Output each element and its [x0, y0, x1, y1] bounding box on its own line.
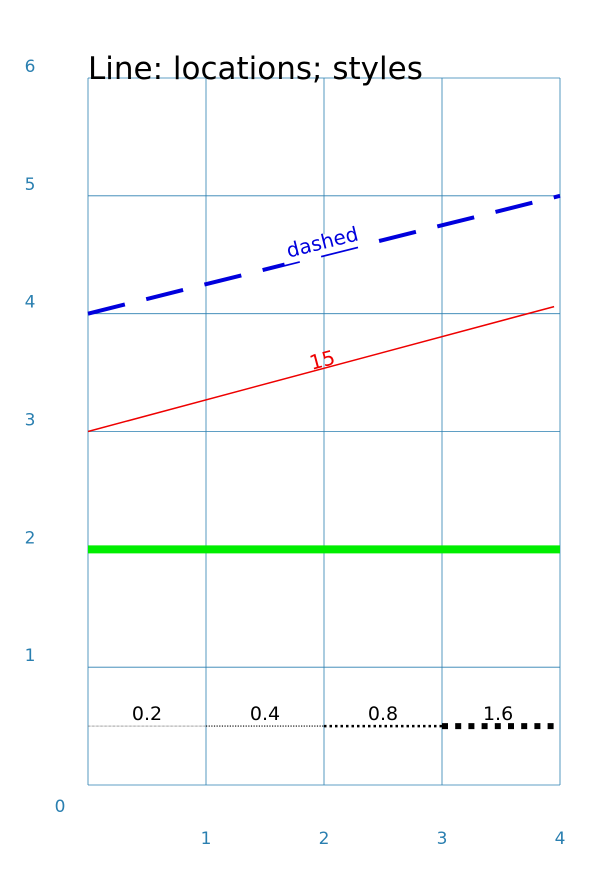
grid: [87, 77, 561, 786]
y-tick-label: 3: [25, 411, 36, 431]
series-line-1: [87, 305, 555, 433]
dotted-segment-label: 1.6: [483, 703, 513, 725]
y-tick-label: 6: [25, 57, 36, 77]
dotted-segments: 0.2 0.4 0.8 1.6: [88, 703, 555, 730]
x-tick-label: 3: [437, 829, 448, 849]
label-gap: [279, 225, 367, 265]
dotted-segment-label: 0.8: [368, 703, 398, 725]
x-tick-label: 2: [319, 829, 330, 849]
dotted-segment-label: 0.4: [250, 703, 280, 725]
y-tick-label: 4: [25, 293, 36, 313]
tick-labels: 0 1 2 3 4 1 2 3 4 5 6: [25, 57, 566, 849]
chart-title: Line: locations; styles: [88, 51, 423, 87]
x-tick-label: 4: [555, 829, 566, 849]
y-tick-label: 1: [25, 646, 36, 666]
y-tick-label: 2: [25, 528, 36, 548]
x-tick-label: 1: [201, 829, 212, 849]
y-tick-label: 5: [25, 175, 36, 195]
x-tick-label: 0: [55, 797, 66, 817]
dotted-segment-label: 0.2: [132, 703, 162, 725]
series-label-1: 15: [307, 345, 338, 375]
